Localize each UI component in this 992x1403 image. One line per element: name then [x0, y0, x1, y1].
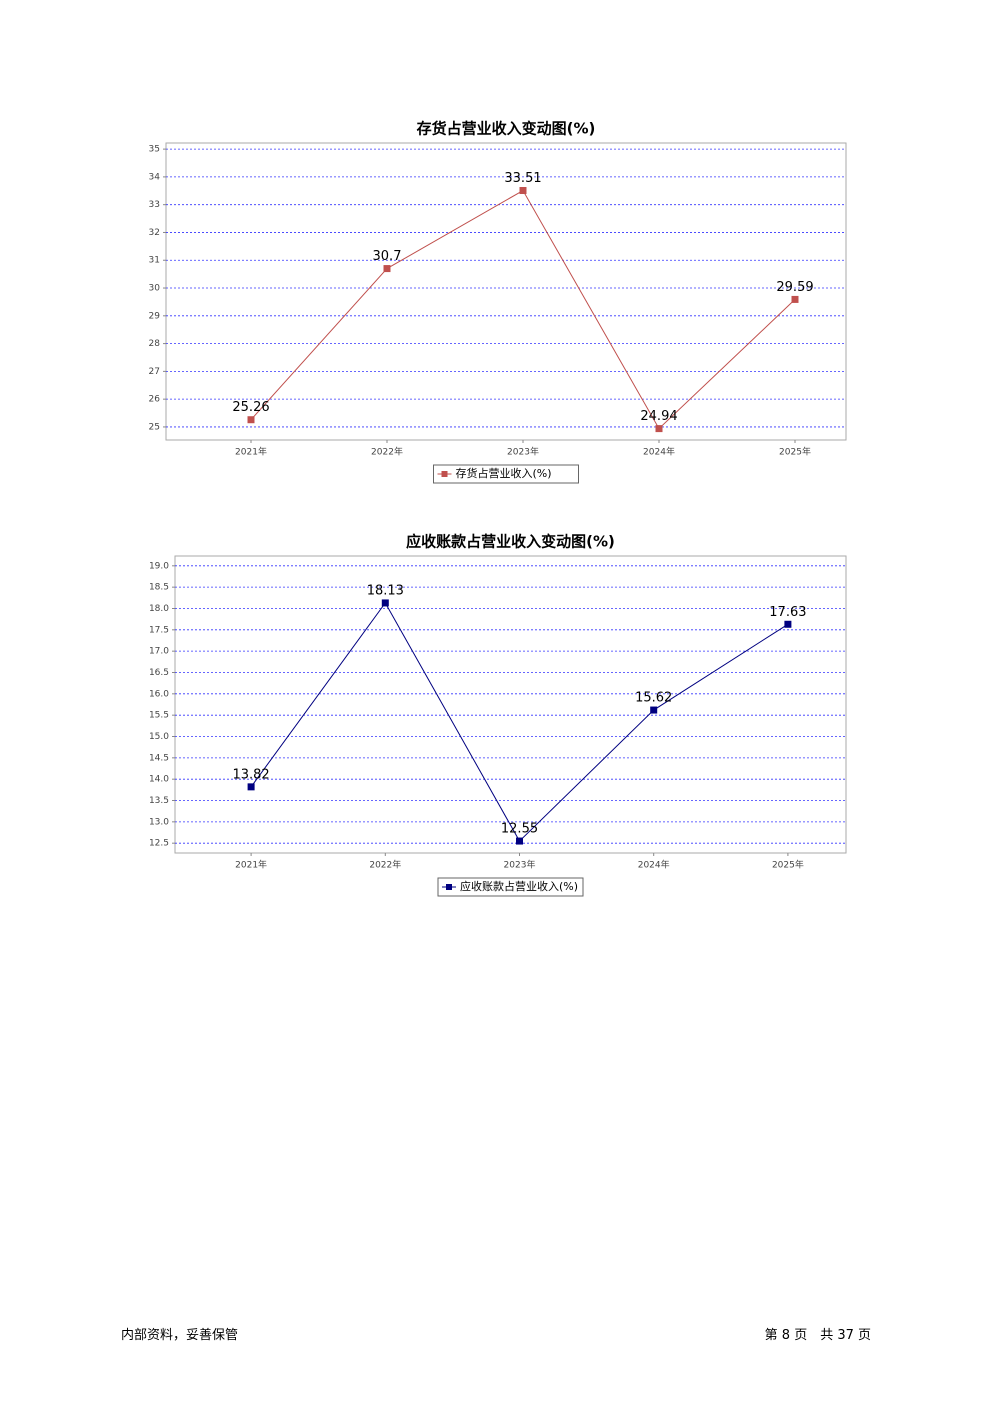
point	[247, 783, 255, 791]
x-tick-label: 2025年	[772, 859, 804, 871]
data-label: 33.51	[504, 171, 541, 186]
point	[655, 425, 663, 433]
legend-box	[433, 464, 579, 484]
y-tick-label: 13.0	[149, 817, 169, 827]
y-tick-label: 28	[149, 339, 161, 349]
point	[650, 706, 658, 714]
y-tick-label: 14.0	[149, 775, 169, 785]
y-tick-label: 27	[149, 367, 160, 377]
y-tick-label: 14.5	[149, 753, 169, 763]
y-tick-label: 30	[149, 284, 161, 294]
point	[383, 265, 391, 273]
data-label: 25.26	[232, 400, 269, 415]
footer-right: 第 8 页 共 37 页	[764, 1328, 871, 1343]
y-tick-label: 18.5	[149, 583, 169, 593]
chart-title: 存货占营业收入变动图(%)	[417, 120, 596, 138]
x-tick-label: 2024年	[643, 446, 675, 458]
x-tick-label: 2022年	[369, 859, 401, 871]
legend-label: 应收账款占营业收入(%)	[460, 879, 578, 893]
point	[791, 295, 799, 303]
data-label: 18.13	[367, 583, 404, 598]
x-tick-label: 2021年	[235, 859, 267, 871]
y-tick-label: 29	[149, 311, 161, 321]
y-tick-label: 17.0	[149, 647, 169, 657]
y-tick-label: 25	[149, 422, 160, 432]
data-label: 30.7	[373, 249, 402, 264]
y-tick-label: 17.5	[149, 625, 169, 635]
x-tick-label: 2022年	[371, 446, 403, 458]
y-tick-label: 13.5	[149, 796, 169, 806]
plot-area	[174, 555, 847, 854]
footer-left: 内部资料，妥善保管	[121, 1328, 239, 1343]
y-tick-label: 34	[149, 172, 161, 182]
x-tick-label: 2023年	[507, 446, 539, 458]
data-label: 12.55	[501, 822, 538, 837]
chart-title: 应收账款占营业收入变动图(%)	[406, 533, 615, 551]
y-tick-label: 12.5	[149, 839, 169, 849]
x-tick-label: 2025年	[779, 446, 811, 458]
y-tick-label: 26	[149, 395, 161, 405]
data-label: 29.59	[776, 280, 813, 295]
data-label: 24.94	[640, 409, 677, 424]
point	[519, 187, 527, 195]
y-tick-label: 18.0	[149, 604, 169, 614]
y-tick-label: 16.5	[149, 668, 169, 678]
x-tick-label: 2021年	[235, 446, 267, 458]
data-label: 13.82	[232, 767, 269, 782]
plot-area	[165, 142, 847, 441]
point	[784, 620, 792, 628]
y-tick-label: 15.5	[149, 711, 169, 721]
data-label: 15.62	[635, 691, 672, 706]
y-tick-label: 35	[149, 145, 160, 155]
point	[516, 837, 523, 845]
x-tick-label: 2024年	[638, 859, 670, 871]
y-tick-label: 19.0	[149, 561, 169, 571]
legend-marker	[446, 884, 452, 890]
y-tick-label: 31	[149, 256, 160, 266]
y-tick-label: 32	[149, 228, 160, 238]
legend-marker	[441, 471, 448, 477]
point	[381, 599, 389, 607]
data-label: 17.63	[769, 605, 806, 620]
x-tick-label: 2023年	[504, 859, 536, 871]
legend-box	[437, 877, 584, 897]
y-tick-label: 15.0	[149, 732, 169, 742]
y-tick-label: 16.0	[149, 689, 169, 699]
legend-label: 存货占营业收入(%)	[456, 466, 552, 480]
point	[247, 416, 255, 424]
y-tick-label: 33	[149, 200, 160, 210]
